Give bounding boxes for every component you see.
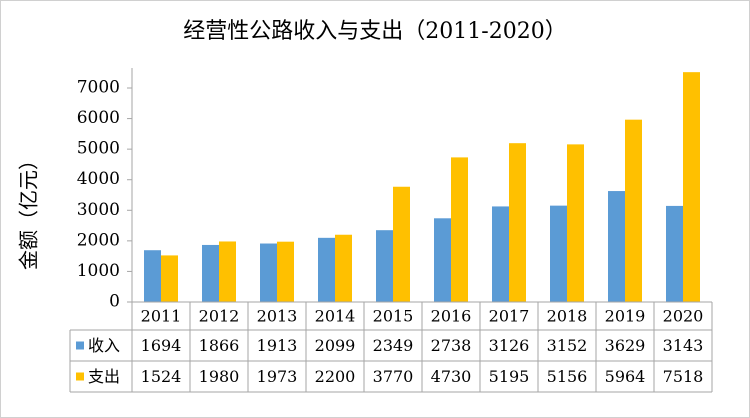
bar [144,250,161,302]
table-cell: 2099 [315,336,356,355]
legend-label: 收入 [88,336,120,355]
bar [260,243,277,302]
y-tick-label: 4000 [77,169,120,189]
bar [683,72,700,302]
y-tick-label: 5000 [77,139,120,159]
y-tick-label: 6000 [77,108,120,128]
legend-label: 支出 [88,367,120,386]
x-tick-label: 2013 [257,307,298,326]
bar [318,237,335,302]
table-cell: 2200 [315,367,356,386]
bar [376,230,393,302]
table-cell: 5964 [605,367,646,386]
y-tick-label: 7000 [77,78,120,98]
table-cell: 1980 [199,367,240,386]
x-tick-label: 2015 [373,307,414,326]
table-cell: 1973 [257,367,298,386]
bar [161,255,178,302]
table-cell: 5156 [547,367,588,386]
x-tick-label: 2019 [605,307,646,326]
bar [625,119,642,302]
table-cell: 3152 [547,336,588,355]
bar [277,241,294,302]
bar [509,143,526,302]
table-cell: 2349 [373,336,414,355]
x-tick-label: 2017 [489,307,530,326]
y-tick-label: 0 [109,292,120,312]
y-axis-label: 金额（亿元） [17,150,41,270]
table-cell: 3770 [373,367,414,386]
bar [492,206,509,302]
bar [219,241,236,302]
table-cell: 3143 [663,336,704,355]
table-cell: 2738 [431,336,472,355]
x-tick-label: 2020 [663,307,704,326]
x-tick-label: 2011 [141,307,182,326]
table-cell: 1913 [257,336,298,355]
bar [434,218,451,302]
table-cell: 5195 [489,367,530,386]
chart-title: 经营性公路收入与支出（2011-2020） [183,19,566,44]
table-cell: 1694 [141,336,182,355]
y-tick-label: 2000 [77,230,120,250]
table-cell: 4730 [431,367,472,386]
x-tick-label: 2016 [431,307,472,326]
x-tick-label: 2014 [315,307,356,326]
bar [393,186,410,302]
bar [202,244,219,302]
table-cell: 3126 [489,336,530,355]
legend-key [76,372,84,381]
bar [335,234,352,302]
bar [567,144,584,302]
x-tick-label: 2018 [547,307,588,326]
bar [666,205,683,302]
x-tick-label: 2012 [199,307,240,326]
y-tick-label: 3000 [77,200,120,220]
bar [451,157,468,302]
legend-key [76,341,84,350]
table-cell: 3629 [605,336,646,355]
y-tick-label: 1000 [77,261,120,281]
table-cell: 1866 [199,336,240,355]
table-cell: 7518 [663,367,704,386]
bar [608,191,625,302]
table-cell: 1524 [141,367,182,386]
bar [550,205,567,302]
